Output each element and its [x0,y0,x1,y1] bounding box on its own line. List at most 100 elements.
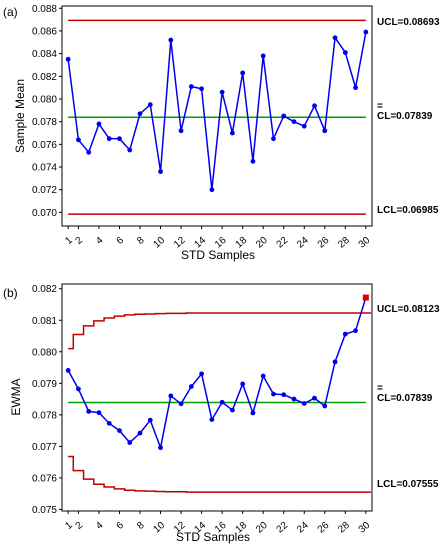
data-point-b [86,408,92,414]
x-tick-label-b: 24 [295,520,311,536]
x-tick-label-b: 20 [254,520,270,536]
y-tick-label-a: 0.084 [32,49,57,60]
data-point-a [312,103,317,109]
x-tick-label-b: 1 [63,520,75,532]
data-point-a [229,130,235,136]
cl-label-b: CL=0.07839 [377,393,433,404]
data-point-a [209,187,215,193]
y-axis-title-a: Sample Mean [13,79,27,153]
x-tick-label-b: 26 [316,520,332,536]
data-point-b [127,440,133,445]
data-point-a [260,53,266,59]
data-point-a [158,169,163,174]
x-tick-label-b: 28 [336,520,352,536]
data-point-a [353,85,358,91]
x-tick-label-a: 28 [336,235,352,251]
x-tick-label-a: 22 [275,235,291,251]
x-tick-label-b: 8 [135,520,147,532]
y-tick-label-a: 0.072 [32,185,57,196]
series-a [65,29,369,193]
data-point-b [291,396,297,402]
y-tick-label-b: 0.080 [32,347,57,358]
ucl-label-b: UCL=0.08123 [377,304,440,315]
y-tick-label-a: 0.070 [32,208,57,219]
data-point-b [65,367,71,373]
y-tick-label-b: 0.076 [32,473,57,484]
x-tick-label-a: 26 [316,235,332,251]
y-tick-label-a: 0.086 [32,26,57,37]
y-tick-label-b: 0.075 [32,505,57,516]
data-point-b [117,428,122,434]
data-point-a [147,102,153,108]
data-point-b [96,410,102,416]
data-point-a [188,84,194,89]
y-axis-title-b: EWMA [9,378,23,415]
data-point-a [301,123,307,129]
data-point-a [322,128,328,134]
x-axis-title-b: STD Samples [176,530,250,544]
data-point-b [219,399,225,405]
data-point-b [188,384,194,389]
data-point-a [271,136,276,142]
y-tick-label-b: 0.079 [32,379,57,390]
x-tick-label-a: 6 [115,235,127,247]
cl-bar-b: = [377,383,383,394]
data-point-a [137,111,143,117]
x-tick-label-b: 2 [74,520,86,532]
y-tick-label-b: 0.081 [32,316,57,327]
x-axis-title-a: STD Samples [181,248,255,262]
x-ticks-a: 12 4 6 8 10 12 14 16 18 20 22 24 26 28 30 [63,226,373,251]
x-tick-label-a: 30 [357,235,373,251]
data-point-b [271,391,276,397]
data-point-b [240,381,246,387]
limit-lines-a [68,19,366,215]
ucl-label-a: UCL=0.08693 [377,17,440,28]
x-tick-label-a: 8 [135,235,147,247]
y-tick-label-b: 0.078 [32,410,57,421]
y-tick-label-b: 0.077 [32,442,57,453]
data-point-b [301,401,307,406]
x-tick-label-b: 10 [151,520,167,536]
x-tick-label-b: 6 [115,520,127,532]
x-tick-label-a: 4 [94,235,106,247]
data-point-a [219,89,225,95]
x-tick-label-b: 30 [357,520,373,536]
data-point-a [240,70,246,76]
data-point-b [332,359,338,365]
data-point-a [168,37,174,43]
data-point-b [199,371,205,377]
data-point-a [178,128,184,134]
x-tick-label-b: 4 [94,520,106,532]
ewma-chart-panel: (b) 0.0750.0760.0770.0780.0790.0800.0810… [3,283,440,544]
data-point-b [209,417,215,422]
data-point-a [363,29,369,35]
data-point-a [106,136,112,142]
data-point-b [260,373,266,379]
data-point-a [291,119,297,125]
data-point-b [158,445,163,451]
limit-lines-b [68,312,371,493]
data-point-a [65,56,71,62]
panel-label-a: (a) [3,5,18,19]
data-point-b [281,392,287,398]
data-point-a [342,50,348,55]
data-point-b [76,386,81,392]
plot-area-a [61,5,373,227]
data-point-a [96,121,102,127]
x-tick-label-a: 2 [74,235,86,247]
data-point-b [137,430,143,436]
data-point-b [229,407,235,413]
x-tick-label-b: 22 [275,520,291,536]
xbar-chart-panel: (a) 0.0700.0720.0740.0760.0780.0800.0820… [3,4,440,262]
panel-label-b: (b) [3,286,18,300]
series-b [65,294,369,451]
lcl-label-a: LCL=0.06985 [377,205,439,216]
data-point-b [178,401,184,407]
y-tick-label-a: 0.076 [32,140,57,151]
y-tick-label-a: 0.080 [32,94,57,105]
y-ticks-b: 0.075 0.076 0.077 0.078 0.079 0.080 0.081 0.082 [32,284,62,516]
x-tick-label-a: 1 [63,235,75,247]
data-point-b [168,393,174,399]
data-point-b [250,410,256,416]
